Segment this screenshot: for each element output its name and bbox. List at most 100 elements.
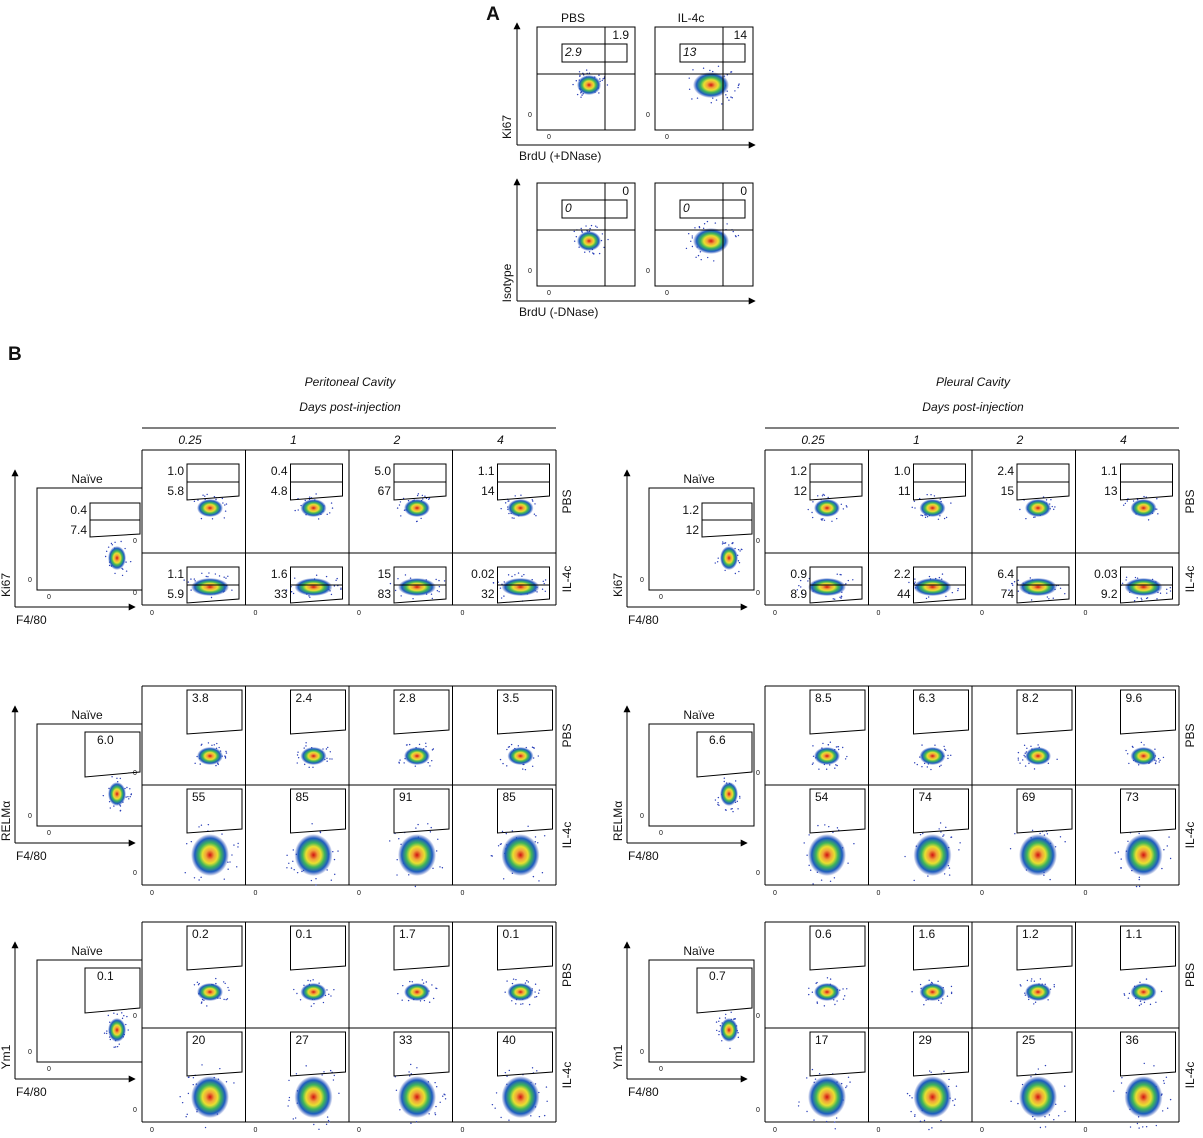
density-blob [1131,983,1157,1001]
event-dot [940,1120,941,1121]
event-dot [544,583,545,584]
event-dot [1158,761,1159,762]
event-dot [323,1002,324,1003]
event-dot [226,503,227,504]
event-dot [537,842,538,843]
event-dot [437,590,438,591]
axis-zero: 0 [640,1049,644,1056]
event-dot [812,1069,813,1070]
event-dot [215,573,216,574]
y-axis-label: Ym1 [611,1044,625,1069]
density-blob [508,983,534,1001]
event-dot [1148,519,1149,520]
axis-zero: 0 [150,890,154,897]
axis-zero: 0 [640,577,644,584]
event-dot [947,996,948,997]
event-dot [315,884,316,885]
event-dot [737,808,738,809]
event-dot [337,850,338,851]
event-dot [824,824,825,825]
plot-title: PBS [561,11,585,25]
event-dot [106,1033,107,1034]
event-dot [216,743,217,744]
event-dot [1121,1082,1122,1083]
event-dot [226,752,227,753]
event-dot [328,1120,329,1121]
day-label: 4 [497,433,504,447]
gate-value: 54 [815,790,829,804]
event-dot [432,868,433,869]
event-dot [1139,886,1140,887]
event-dot [914,762,915,763]
event-dot [838,749,839,750]
event-dot [333,989,334,990]
event-dot [397,578,398,579]
event-dot [1023,755,1024,756]
event-dot [1010,848,1011,849]
event-dot [1163,849,1164,850]
event-dot [946,517,947,518]
event-dot [942,573,943,574]
event-dot [1144,1002,1145,1003]
event-dot [110,1039,111,1040]
event-dot [528,981,529,982]
axis-zero: 0 [756,1013,760,1020]
event-dot [225,751,226,752]
axis-zero: 0 [461,610,465,617]
event-dot [934,745,935,746]
event-dot [846,756,847,757]
gate-value: 1.6 [271,567,288,581]
event-dot [219,575,220,576]
event-dot [439,866,440,867]
density-blob [301,747,327,765]
event-dot [515,1003,516,1004]
density-blob [502,834,540,876]
treatment-label: IL-4c [1183,822,1197,849]
event-dot [530,1115,531,1116]
event-dot [845,758,846,759]
event-dot [231,589,232,590]
density-blob [295,834,333,876]
event-dot [718,797,719,798]
event-dot [289,1097,290,1098]
gate-value: 3.8 [192,691,209,705]
event-dot [840,598,841,599]
event-dot [1138,1127,1139,1128]
event-dot [937,981,938,982]
event-dot [599,78,600,79]
event-dot [286,867,287,868]
event-dot [810,870,811,871]
event-dot [436,850,437,851]
event-dot [313,1003,314,1004]
treatment-label: PBS [560,963,574,987]
event-dot [288,1080,289,1081]
event-dot [294,869,295,870]
event-dot [321,1074,322,1075]
gate-value: 13 [1104,484,1118,498]
event-dot [326,748,327,749]
event-dot [930,1072,931,1073]
day-label: 1 [290,433,297,447]
density-blob [191,1076,229,1118]
event-dot [534,514,535,515]
event-dot [692,246,693,247]
event-dot [941,1002,942,1003]
event-dot [1133,500,1134,501]
axis-zero: 0 [133,538,137,545]
gate-value: 0.9 [790,567,807,581]
gate-value: 2.8 [399,691,416,705]
event-dot [288,1100,289,1101]
event-dot [721,1040,722,1041]
event-dot [227,998,228,999]
event-dot [423,982,424,983]
event-dot [1144,1063,1145,1064]
axis-zero: 0 [461,890,465,897]
event-dot [1045,1126,1046,1127]
event-dot [913,880,914,881]
y-axis-label: Ym1 [0,1044,13,1069]
event-dot [804,842,805,843]
event-dot [813,1119,814,1120]
event-dot [508,574,509,575]
treatment-label: IL-4c [560,1062,574,1089]
event-dot [214,496,215,497]
